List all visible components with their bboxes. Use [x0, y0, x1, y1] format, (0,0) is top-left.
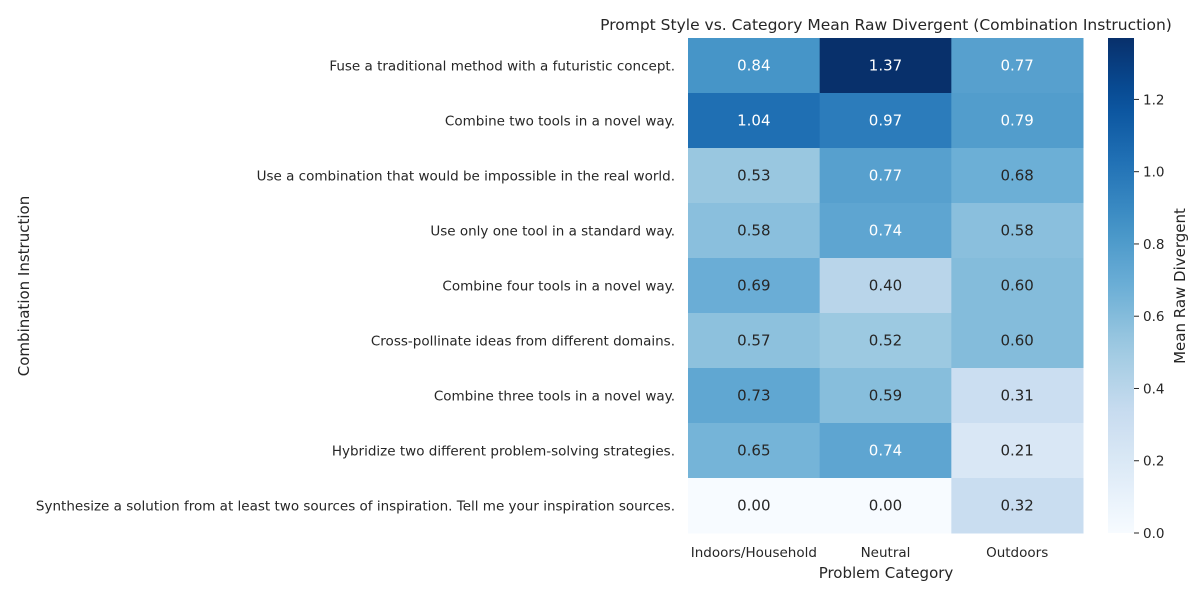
y-tick-label: Hybridize two different problem-solving … — [332, 444, 675, 460]
heatmap-cell — [688, 203, 821, 259]
cell-value-label: 0.79 — [1000, 112, 1033, 130]
cell-value-label: 0.00 — [869, 497, 902, 515]
heatmap-cell — [951, 93, 1084, 149]
colorbar-ticks: 0.0 0.2 0.4 0.6 0.8 1.0 1.2 — [1134, 92, 1164, 542]
y-tick-label: Combine two tools in a novel way. — [445, 114, 675, 130]
y-tick-label: Combine three tools in a novel way. — [434, 389, 675, 405]
y-tick-label: Synthesize a solution from at least two … — [36, 499, 675, 515]
heatmap-cell — [951, 423, 1084, 479]
heatmap-cell — [688, 478, 821, 534]
cell-value-label: 0.52 — [869, 332, 902, 350]
y-tick-label: Combine four tools in a novel way. — [442, 279, 675, 295]
cell-value-label: 1.37 — [869, 57, 902, 75]
y-axis-title: Combination Instruction — [15, 196, 33, 376]
y-tick-labels: Fuse a traditional method with a futuris… — [36, 59, 675, 515]
x-tick-label: Neutral — [861, 545, 911, 561]
y-tick-label: Fuse a traditional method with a futuris… — [329, 59, 675, 75]
cell-value-label: 0.73 — [737, 387, 770, 405]
x-tick-label: Indoors/Household — [691, 545, 817, 561]
heatmap-cell — [688, 93, 821, 149]
heatmap-cell — [819, 148, 952, 204]
heatmap-cell — [951, 258, 1084, 314]
heatmap-cell — [951, 148, 1084, 204]
heatmap-cells: 0.84 1.37 0.77 1.04 0.97 0.79 0.53 0.77 0.68 0.58… — [688, 38, 1084, 534]
heatmap-cell — [819, 203, 952, 259]
colorbar-tick-label: 0.0 — [1143, 526, 1164, 542]
cell-value-label: 1.04 — [737, 112, 770, 130]
heatmap-cell — [688, 313, 821, 369]
cell-value-label: 0.60 — [1000, 277, 1033, 295]
heatmap-cell — [688, 368, 821, 424]
heatmap-cell — [951, 478, 1084, 534]
cell-value-label: 0.74 — [869, 442, 902, 460]
colorbar-tick-label: 1.2 — [1143, 92, 1164, 108]
colorbar-tick-label: 0.4 — [1143, 381, 1164, 397]
heatmap-cell — [819, 368, 952, 424]
cell-value-label: 0.65 — [737, 442, 770, 460]
heatmap-cell — [688, 258, 821, 314]
heatmap-cell — [819, 423, 952, 479]
cell-value-label: 0.77 — [1000, 57, 1033, 75]
x-axis-title: Problem Category — [819, 564, 954, 582]
cell-value-label: 0.60 — [1000, 332, 1033, 350]
heatmap-cell — [951, 203, 1084, 259]
heatmap-cell — [819, 258, 952, 314]
cell-value-label: 0.32 — [1000, 497, 1033, 515]
cell-value-label: 0.58 — [737, 222, 770, 240]
x-tick-label: Outdoors — [986, 545, 1048, 561]
colorbar-tick-label: 0.2 — [1143, 454, 1164, 470]
cell-value-label: 0.69 — [737, 277, 770, 295]
y-tick-label: Cross-pollinate ideas from different dom… — [371, 334, 675, 350]
cell-value-label: 0.00 — [737, 497, 770, 515]
cell-value-label: 0.31 — [1000, 387, 1033, 405]
cell-value-label: 0.53 — [737, 167, 770, 185]
heatmap-cell — [688, 38, 821, 94]
heatmap-cell — [688, 148, 821, 204]
heatmap-cell — [819, 478, 952, 534]
cell-value-label: 0.68 — [1000, 167, 1033, 185]
cell-value-label: 0.21 — [1000, 442, 1033, 460]
colorbar-tick-label: 1.0 — [1143, 165, 1164, 181]
heatmap-cell — [951, 313, 1084, 369]
cell-value-label: 0.59 — [869, 387, 902, 405]
cell-value-label: 0.77 — [869, 167, 902, 185]
cell-value-label: 0.74 — [869, 222, 902, 240]
y-tick-label: Use only one tool in a standard way. — [430, 224, 675, 240]
y-tick-label: Use a combination that would be impossib… — [257, 169, 675, 185]
heatmap-cell — [819, 93, 952, 149]
cell-value-label: 0.57 — [737, 332, 770, 350]
heatmap-cell — [951, 368, 1084, 424]
chart-title: Prompt Style vs. Category Mean Raw Diver… — [600, 16, 1172, 34]
cell-value-label: 0.84 — [737, 57, 770, 75]
heatmap-cell — [819, 38, 952, 94]
colorbar-tick-label: 0.8 — [1143, 237, 1164, 253]
heatmap-cell — [819, 313, 952, 369]
colorbar-title: Mean Raw Divergent — [1171, 208, 1189, 364]
colorbar-tick-label: 0.6 — [1143, 309, 1164, 325]
cell-value-label: 0.40 — [869, 277, 902, 295]
heatmap-cell — [951, 38, 1084, 94]
cell-value-label: 0.58 — [1000, 222, 1033, 240]
colorbar — [1108, 38, 1134, 533]
cell-value-label: 0.97 — [869, 112, 902, 130]
heatmap-cell — [688, 423, 821, 479]
x-tick-labels: Indoors/Household Neutral Outdoors — [691, 545, 1049, 561]
